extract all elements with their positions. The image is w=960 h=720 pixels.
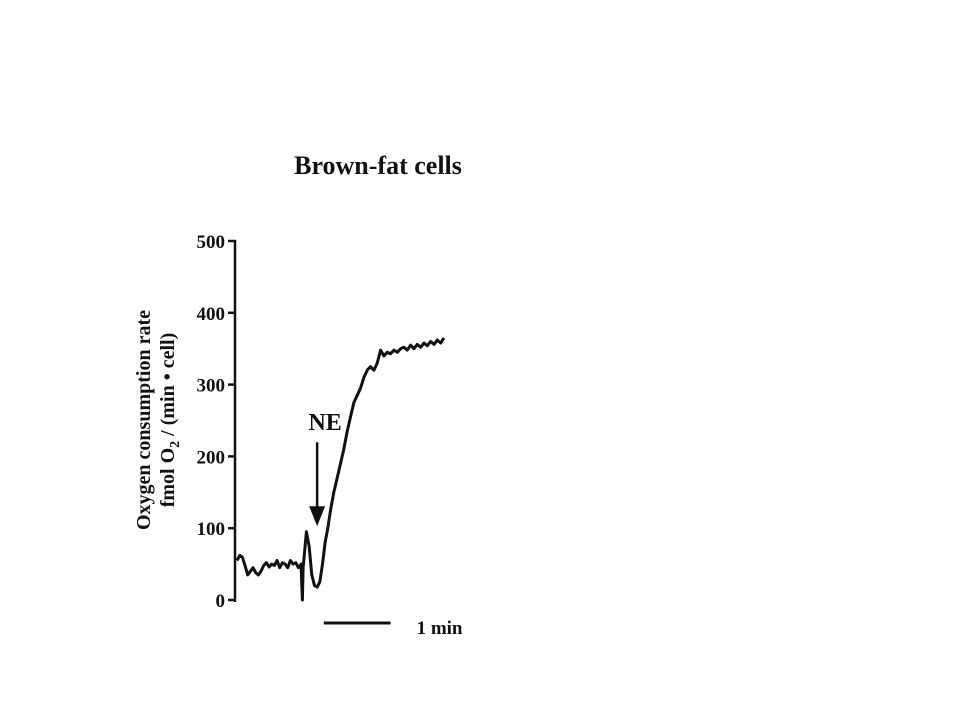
- chart-title: Brown-fat cells: [294, 151, 462, 180]
- series-line: [235, 337, 446, 602]
- y-tick-label: 300: [197, 376, 226, 397]
- y-tick-label: 500: [197, 232, 226, 253]
- y-axis-label: Oxygen consumption rate fmol O2 / (min •…: [133, 310, 183, 530]
- y-tick-label: 400: [197, 304, 226, 325]
- y-tick-label: 200: [197, 447, 226, 468]
- ne-annotation: NE: [308, 410, 342, 527]
- y-axis-ticks: 0 100 200 300 400 500: [197, 232, 236, 612]
- ne-annotation-label: NE: [308, 410, 341, 436]
- series-layer: [235, 337, 446, 602]
- scale-bar-label: 1 min: [417, 618, 463, 639]
- time-scale-bar: 1 min: [323, 618, 463, 639]
- y-tick-label: 0: [216, 591, 226, 612]
- y-axis-label-line2: fmol O2 / (min • cell): [157, 333, 183, 508]
- y-axis-label-line1: Oxygen consumption rate: [133, 310, 155, 530]
- y-tick-label: 100: [197, 519, 226, 540]
- ne-arrow-head: [309, 506, 326, 527]
